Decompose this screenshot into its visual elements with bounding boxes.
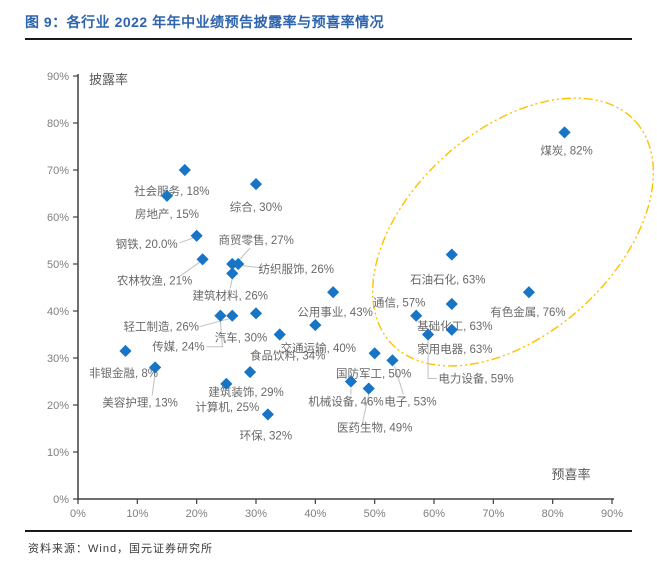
data-label: 建筑装饰, 29%	[208, 385, 283, 399]
data-label: 汽车, 30%	[215, 330, 267, 344]
data-label: 建筑材料, 26%	[193, 288, 268, 302]
highlight-ellipse	[371, 97, 655, 367]
leader-line	[151, 373, 156, 396]
data-label: 农林牧渔, 21%	[117, 273, 192, 287]
y-tick-label: 40%	[47, 306, 69, 318]
data-point	[249, 307, 263, 320]
data-point	[368, 347, 381, 360]
footer-divider	[25, 530, 632, 532]
data-point	[220, 377, 233, 390]
data-point	[178, 163, 191, 177]
data-point	[273, 328, 286, 341]
data-point	[410, 309, 423, 322]
data-point	[386, 354, 399, 367]
data-label: 公用事业, 43%	[297, 306, 372, 319]
data-label: 社会服务, 18%	[134, 184, 209, 198]
data-label: 石油石化, 63%	[410, 273, 485, 287]
x-axis-title: 预喜率	[551, 467, 590, 482]
data-point	[445, 297, 458, 311]
data-label: 钢铁, 20.0%	[116, 238, 178, 251]
data-point	[160, 189, 174, 202]
leader-line	[229, 278, 233, 289]
x-tick-label: 60%	[423, 508, 445, 520]
data-point	[214, 309, 227, 322]
leader-line	[179, 237, 194, 244]
data-point	[196, 253, 209, 266]
leader-line	[427, 340, 438, 379]
data-point	[445, 323, 458, 336]
data-label: 纺织服饰, 26%	[259, 262, 334, 276]
data-point	[327, 286, 340, 299]
data-point	[226, 267, 239, 280]
data-label: 基础化工, 63%	[417, 319, 492, 333]
leader-line	[238, 247, 251, 261]
data-label: 非银金融, 8%	[89, 366, 158, 380]
x-tick-label: 50%	[364, 508, 386, 520]
data-label: 房地产, 15%	[135, 207, 199, 221]
y-axis-title: 披露率	[89, 72, 128, 87]
data-label: 食品饮料, 34%	[250, 349, 325, 363]
figure-title: 图 9：各行业 2022 年年中业绩预告披露率与预喜率情况	[25, 14, 385, 30]
data-label: 家用电器, 63%	[417, 342, 492, 356]
leader-line	[362, 394, 370, 422]
x-tick-label: 70%	[482, 508, 504, 520]
data-label: 计算机, 25%	[195, 400, 259, 414]
data-point	[344, 375, 358, 388]
y-tick-label: 20%	[47, 400, 69, 412]
data-label: 机械设备, 46%	[308, 395, 383, 409]
data-point	[558, 126, 571, 139]
y-tick-label: 10%	[47, 447, 69, 459]
y-tick-label: 70%	[47, 165, 69, 177]
x-tick-label: 40%	[304, 508, 326, 520]
data-label: 有色金属, 76%	[490, 305, 565, 319]
data-point	[522, 286, 536, 299]
title-divider	[25, 38, 632, 40]
data-label: 电力设备, 59%	[438, 372, 513, 386]
data-point	[309, 319, 322, 332]
x-tick-label: 30%	[245, 508, 267, 520]
y-tick-label: 90%	[47, 71, 69, 83]
x-tick-label: 20%	[186, 508, 208, 520]
x-tick-label: 90%	[601, 508, 623, 520]
data-label: 煤炭, 82%	[540, 144, 592, 157]
x-tick-label: 80%	[542, 508, 564, 520]
leader-line	[179, 261, 200, 277]
y-tick-label: 50%	[47, 259, 69, 271]
data-label: 传媒, 24%	[152, 340, 204, 354]
data-point	[421, 328, 435, 341]
y-tick-label: 80%	[47, 118, 69, 130]
data-label: 医药生物, 49%	[337, 421, 412, 435]
x-tick-label: 10%	[126, 508, 148, 520]
data-point	[445, 248, 458, 261]
y-tick-label: 0%	[53, 494, 69, 506]
data-label: 电子, 53%	[384, 395, 436, 408]
data-point	[249, 178, 263, 191]
data-label: 美容护理, 13%	[102, 395, 177, 409]
data-label: 环保, 32%	[240, 428, 292, 442]
y-tick-label: 60%	[47, 212, 69, 224]
data-point	[243, 366, 257, 379]
data-label: 轻工制造, 26%	[124, 320, 199, 334]
data-label: 商贸零售, 27%	[218, 233, 293, 247]
data-point	[190, 229, 203, 242]
leader-line	[206, 321, 223, 348]
data-point	[149, 361, 162, 374]
leader-line	[199, 318, 230, 328]
x-tick-label: 0%	[70, 508, 86, 520]
data-label: 交通运输, 40%	[281, 341, 356, 355]
data-point	[362, 382, 375, 395]
data-point	[119, 344, 132, 358]
data-label: 国防军工, 50%	[336, 366, 411, 380]
data-label: 通信, 57%	[373, 297, 425, 310]
data-point	[226, 257, 239, 271]
leader-line	[393, 366, 404, 395]
data-label: 综合, 30%	[230, 200, 282, 214]
data-point	[226, 309, 239, 322]
data-point	[261, 408, 274, 421]
source-note: 资料来源：Wind，国元证券研究所	[28, 543, 214, 555]
y-tick-label: 30%	[47, 353, 69, 365]
